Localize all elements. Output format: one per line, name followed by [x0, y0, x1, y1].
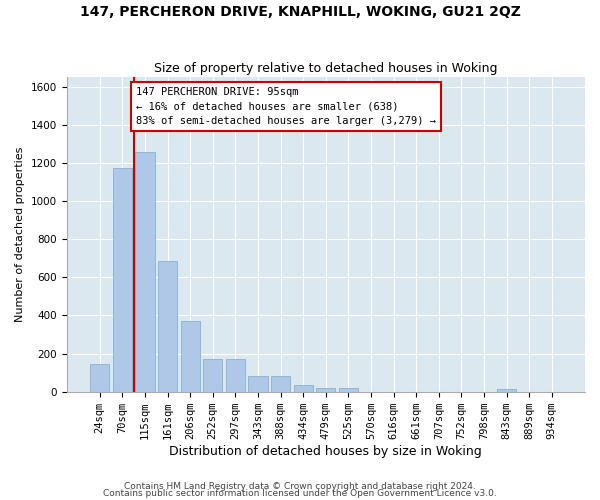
Bar	[293, 385, 313, 392]
Text: Contains public sector information licensed under the Open Government Licence v3: Contains public sector information licen…	[103, 490, 497, 498]
Text: 147 PERCHERON DRIVE: 95sqm
← 16% of detached houses are smaller (638)
83% of sem: 147 PERCHERON DRIVE: 95sqm ← 16% of deta…	[136, 86, 436, 126]
Bar	[181, 321, 200, 392]
Y-axis label: Number of detached properties: Number of detached properties	[15, 146, 25, 322]
Bar	[248, 376, 268, 392]
Bar	[271, 376, 290, 392]
Bar	[497, 389, 516, 392]
Bar	[113, 168, 132, 392]
Bar	[226, 360, 245, 392]
Text: Contains HM Land Registry data © Crown copyright and database right 2024.: Contains HM Land Registry data © Crown c…	[124, 482, 476, 491]
Text: 147, PERCHERON DRIVE, KNAPHILL, WOKING, GU21 2QZ: 147, PERCHERON DRIVE, KNAPHILL, WOKING, …	[80, 5, 520, 19]
Bar	[90, 364, 109, 392]
Title: Size of property relative to detached houses in Woking: Size of property relative to detached ho…	[154, 62, 497, 74]
Bar	[158, 261, 177, 392]
Bar	[203, 360, 223, 392]
X-axis label: Distribution of detached houses by size in Woking: Distribution of detached houses by size …	[169, 444, 482, 458]
Bar	[316, 388, 335, 392]
Bar	[136, 152, 155, 392]
Bar	[339, 388, 358, 392]
